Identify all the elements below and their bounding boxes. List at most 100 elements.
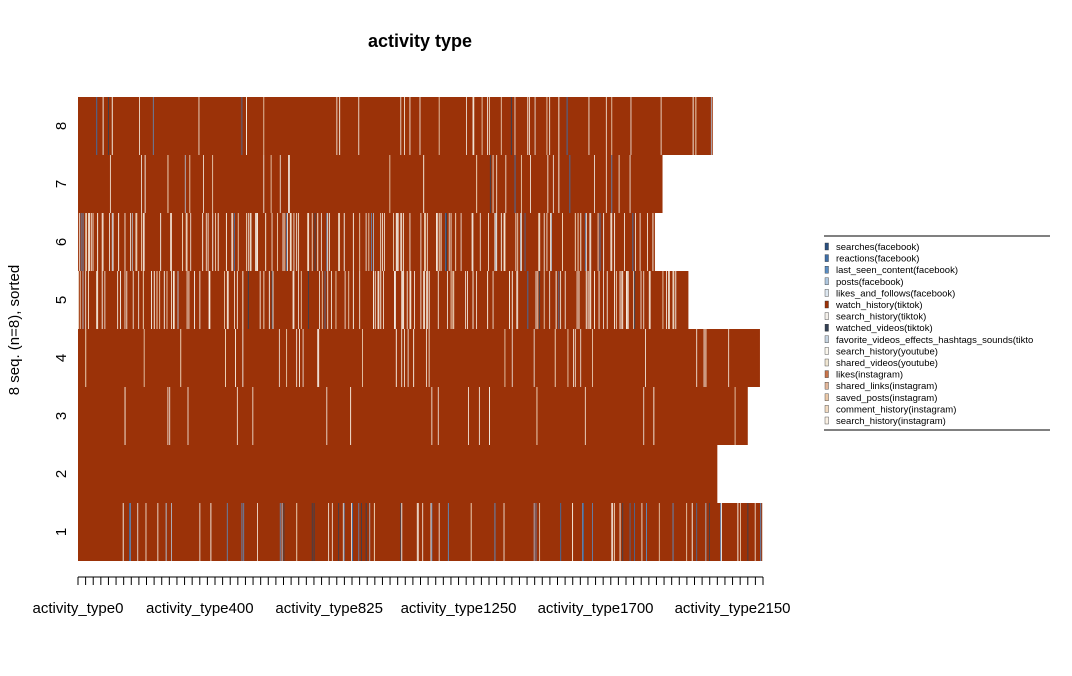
state-mark xyxy=(611,97,613,155)
state-mark xyxy=(246,97,247,155)
state-mark xyxy=(527,97,529,155)
state-mark xyxy=(420,271,422,329)
state-mark xyxy=(299,329,300,387)
state-mark xyxy=(283,503,285,561)
state-mark xyxy=(284,213,286,271)
state-mark xyxy=(582,503,583,561)
state-mark xyxy=(496,213,498,271)
state-mark xyxy=(104,271,106,329)
state-mark xyxy=(101,213,103,271)
state-mark xyxy=(436,213,438,271)
state-mark xyxy=(88,271,89,329)
state-mark xyxy=(425,271,427,329)
y-tick-label: 1 xyxy=(53,528,70,536)
state-mark xyxy=(465,271,467,329)
state-mark xyxy=(426,213,428,271)
state-mark xyxy=(326,387,328,445)
state-mark xyxy=(505,155,507,213)
legend-label: comment_history(instagram) xyxy=(836,404,956,415)
state-mark xyxy=(232,213,234,271)
state-mark xyxy=(476,155,478,213)
state-mark xyxy=(167,387,169,445)
state-mark xyxy=(560,503,562,561)
state-mark xyxy=(292,271,294,329)
state-mark xyxy=(400,503,402,561)
state-mark xyxy=(389,155,391,213)
state-mark xyxy=(549,271,551,329)
state-mark xyxy=(368,213,370,271)
state-mark xyxy=(242,271,244,329)
state-mark xyxy=(691,503,693,561)
legend-swatch xyxy=(824,370,829,378)
state-mark xyxy=(599,213,601,271)
state-mark xyxy=(212,213,214,271)
state-mark xyxy=(589,271,591,329)
y-tick-label: 6 xyxy=(53,238,70,246)
state-mark xyxy=(431,503,433,561)
state-mark xyxy=(171,213,172,271)
legend-item: watched_videos(tiktok) xyxy=(824,323,933,334)
state-mark xyxy=(424,213,426,271)
state-mark xyxy=(78,213,80,271)
state-mark xyxy=(453,271,455,329)
legend-swatch xyxy=(824,289,829,297)
state-mark xyxy=(515,213,517,271)
state-mark xyxy=(470,503,472,561)
y-tick-label: 5 xyxy=(53,296,70,304)
state-mark xyxy=(686,503,688,561)
legend-swatch xyxy=(824,405,829,413)
state-mark xyxy=(472,97,474,155)
state-mark xyxy=(426,271,428,329)
legend-label: reactions(facebook) xyxy=(836,254,919,265)
legend-item: search_history(tiktok) xyxy=(824,312,926,323)
legend-swatch xyxy=(824,324,829,332)
state-mark xyxy=(639,213,641,271)
state-mark xyxy=(257,503,258,561)
state-mark xyxy=(226,271,228,329)
state-mark xyxy=(383,271,384,329)
state-mark xyxy=(647,213,648,271)
state-mark xyxy=(247,271,249,329)
sequence-row-3 xyxy=(78,387,748,445)
state-mark xyxy=(199,503,201,561)
state-mark xyxy=(241,97,243,155)
state-mark xyxy=(207,213,209,271)
x-tick-label: activity_type2150 xyxy=(675,600,791,617)
state-mark xyxy=(629,503,631,561)
state-mark xyxy=(504,329,506,387)
state-mark xyxy=(603,213,605,271)
state-mark xyxy=(286,329,288,387)
state-mark xyxy=(118,213,120,271)
state-mark xyxy=(166,271,168,329)
state-mark xyxy=(428,271,430,329)
state-mark xyxy=(290,213,292,271)
state-mark xyxy=(336,97,338,155)
state-mark xyxy=(237,213,239,271)
state-mark xyxy=(256,213,257,271)
state-mark xyxy=(584,213,586,271)
state-mark xyxy=(88,213,90,271)
state-mark xyxy=(409,97,411,155)
state-mark xyxy=(660,97,662,155)
state-mark xyxy=(289,213,291,271)
state-mark xyxy=(167,155,169,213)
state-mark xyxy=(537,271,539,329)
state-mark xyxy=(643,271,645,329)
state-mark xyxy=(624,213,625,271)
sequence-row-6 xyxy=(78,213,655,271)
state-mark xyxy=(383,213,385,271)
state-mark xyxy=(549,97,551,155)
state-mark xyxy=(138,271,140,329)
legend-swatch xyxy=(824,393,829,401)
state-mark xyxy=(619,503,621,561)
state-mark xyxy=(317,329,319,387)
state-mark xyxy=(695,97,697,155)
state-mark xyxy=(448,213,450,271)
state-mark xyxy=(487,97,489,155)
state-mark xyxy=(298,213,300,271)
state-mark xyxy=(446,271,448,329)
state-mark xyxy=(319,271,320,329)
state-mark xyxy=(703,329,705,387)
state-mark xyxy=(343,213,345,271)
state-mark xyxy=(199,271,201,329)
